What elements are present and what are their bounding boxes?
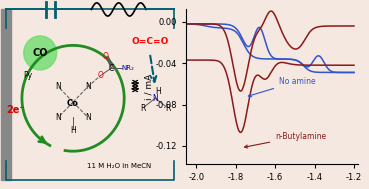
X-axis label: E / V vs. Fc⁺/⁰: E / V vs. Fc⁺/⁰: [242, 188, 303, 189]
Text: 11 M H₂O in MeCN: 11 M H₂O in MeCN: [87, 163, 151, 169]
Circle shape: [24, 36, 56, 70]
Text: C: C: [109, 64, 114, 73]
Text: N: N: [85, 113, 90, 122]
Text: Py: Py: [24, 71, 33, 80]
Text: N: N: [85, 82, 90, 91]
Text: N: N: [152, 94, 158, 103]
Text: O=C=O: O=C=O: [131, 37, 169, 46]
Text: O: O: [103, 52, 109, 61]
Text: N: N: [56, 82, 61, 91]
Text: NR₂: NR₂: [121, 65, 134, 71]
Y-axis label: i / mA: i / mA: [144, 74, 153, 100]
Text: CO: CO: [32, 48, 48, 58]
Text: H: H: [70, 126, 76, 135]
Text: 2e⁻: 2e⁻: [6, 105, 25, 115]
Text: n-Butylamine: n-Butylamine: [245, 132, 326, 148]
Text: O: O: [97, 71, 103, 80]
Text: N: N: [56, 113, 61, 122]
Text: Co: Co: [67, 98, 79, 108]
Text: R: R: [165, 104, 171, 113]
Bar: [1, 9, 11, 180]
Text: H: H: [155, 87, 161, 96]
Text: R: R: [140, 104, 145, 113]
Text: No amine: No amine: [248, 77, 315, 97]
